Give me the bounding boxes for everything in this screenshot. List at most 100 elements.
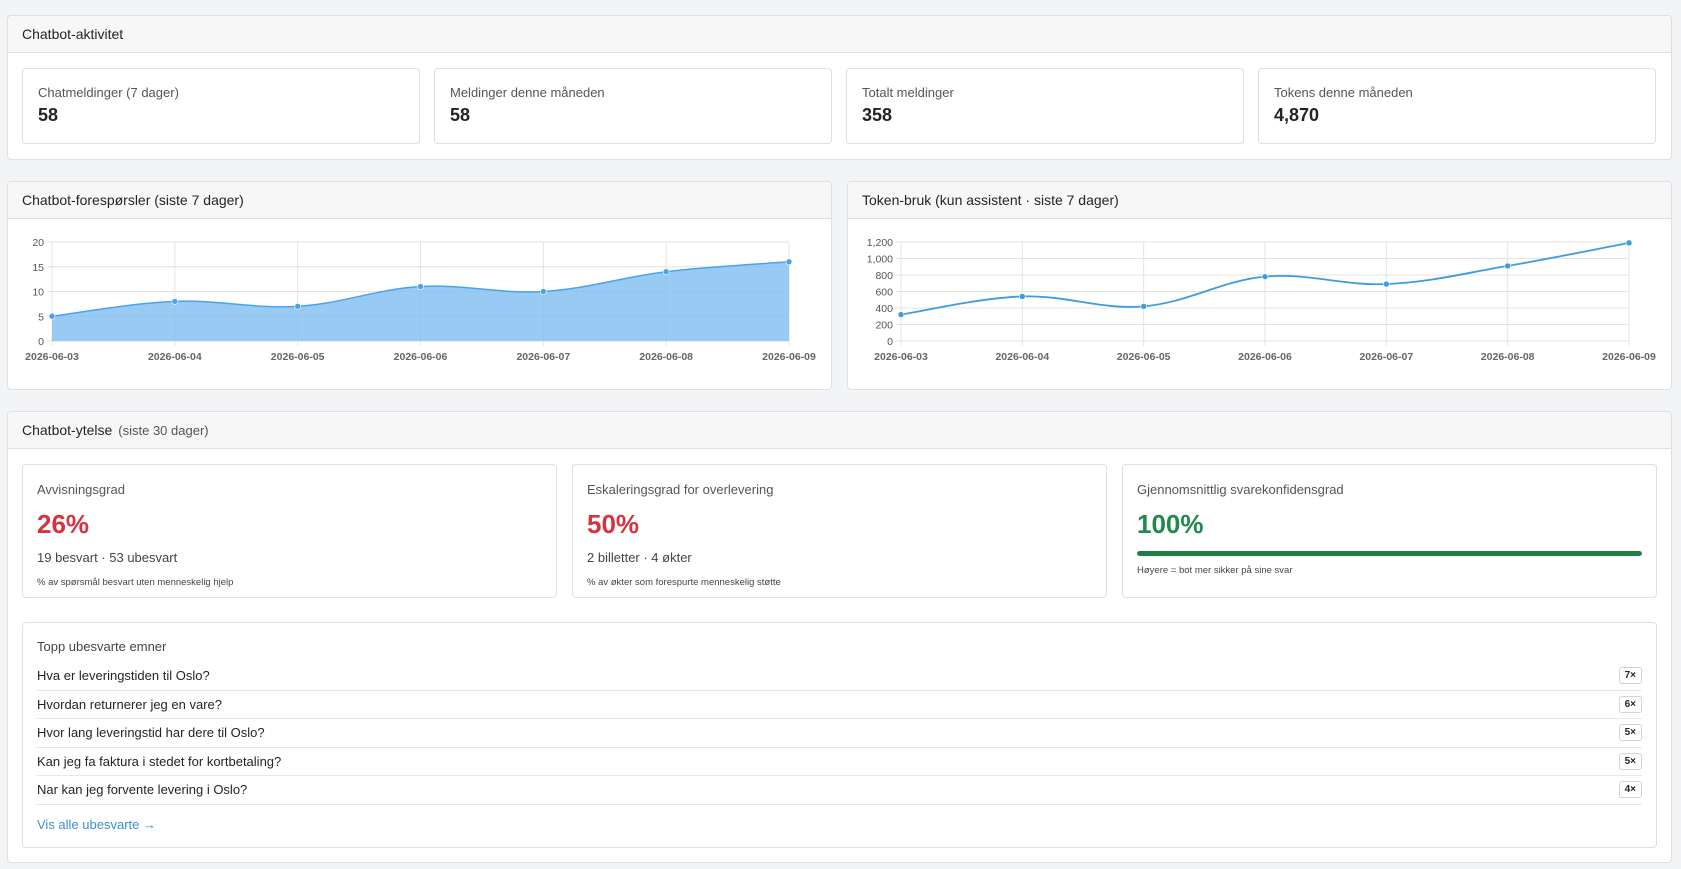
topics-list: Hva er leveringstiden til Oslo? 7× Hvordan… (37, 662, 1642, 805)
topic-row: Hva er leveringstiden til Oslo? 7× (37, 662, 1642, 691)
data-point (1625, 239, 1633, 247)
data-point (897, 311, 905, 318)
x-tick-label: 2026-06-06 (394, 351, 448, 363)
perf-label: Avvisningsgrad (37, 482, 125, 497)
tokens-chart-title: Token-bruk (kun assistent · siste 7 dage… (862, 192, 1119, 208)
x-tick-label: 2026-06-04 (148, 351, 202, 363)
escalation-rate-card: Eskaleringsgrad for overlevering 50% 2 b… (572, 464, 1107, 598)
data-point (540, 288, 547, 295)
confidence-progress-fill (1137, 551, 1642, 556)
requests-chart-header: Chatbot-forespørsler (siste 7 dager) (8, 182, 831, 219)
data-point (1383, 280, 1390, 288)
y-tick-label: 1,000 (867, 254, 893, 266)
topic-text: Hvordan returnerer jeg en vare? (37, 696, 222, 712)
tokens-chart-header: Token-bruk (kun assistent · siste 7 dage… (848, 182, 1671, 219)
data-point (1140, 303, 1147, 310)
topic-row: Hvor lang leveringstid har dere til Oslo… (37, 719, 1642, 748)
x-tick-label: 2026-06-08 (639, 351, 693, 363)
data-point (417, 283, 424, 290)
data-point (662, 268, 670, 276)
data-point (48, 312, 56, 320)
topic-row: Kan jeg fa faktura i stedet for kortbeta… (37, 748, 1642, 776)
activity-title: Chatbot-aktivitet (22, 26, 124, 42)
perf-note: % av spørsmål besvart uten menneskelig h… (37, 577, 234, 588)
performance-title: Chatbot-ytelse (22, 422, 113, 438)
stat-value: 58 (38, 105, 59, 125)
stat-card-messages-month: Meldinger denne måneden 58 (434, 68, 832, 144)
x-tick-label: 2026-06-08 (1481, 351, 1535, 363)
y-tick-label: 600 (875, 287, 893, 299)
stat-label: Tokens denne måneden (1274, 85, 1413, 100)
perf-label: Eskaleringsgrad for overlevering (587, 482, 774, 497)
confidence-card: Gjennomsnittlig svarekonfidensgrad 100% … (1122, 464, 1657, 598)
x-tick-label: 2026-06-04 (995, 351, 1049, 363)
y-tick-label: 20 (32, 237, 44, 249)
activity-card: Chatbot-aktivitet Chatmeldinger (7 dager… (7, 15, 1672, 160)
data-point (171, 298, 179, 305)
requests-chart-card: Chatbot-forespørsler (siste 7 dager) 0 5 1… (7, 181, 832, 390)
view-all-unanswered-link[interactable]: Vis alle ubesvarte → (37, 816, 156, 832)
data-point (1504, 262, 1511, 270)
y-tick-label: 0 (887, 336, 893, 348)
perf-sub: 19 besvart · 53 ubesvart (37, 550, 178, 565)
stat-card-messages-total: Totalt meldinger 358 (846, 68, 1244, 144)
tokens-chart: 0 200 400 600 800 1,000 1,200 2026-06-03 2026-06… (867, 237, 1656, 363)
x-tick-label: 2026-06-09 (1602, 351, 1656, 363)
x-tick-label: 2026-06-07 (516, 351, 570, 363)
rejection-rate-card: Avvisningsgrad 26% 19 besvart · 53 ubesv… (22, 464, 557, 598)
perf-value: 50% (587, 509, 640, 539)
perf-sub: 2 billetter · 4 økter (587, 550, 692, 565)
data-point (1261, 273, 1269, 280)
performance-period: (siste 30 dager) (118, 422, 209, 438)
x-tick-label: 2026-06-03 (874, 351, 928, 363)
stat-card-tokens-month: Tokens denne måneden 4,870 (1258, 68, 1656, 144)
topic-count-badge: 7× (1618, 667, 1642, 685)
topic-count-badge: 5× (1618, 752, 1642, 770)
y-tick-label: 0 (38, 336, 44, 348)
x-tick-label: 2026-06-07 (1359, 351, 1413, 363)
stat-label: Chatmeldinger (7 dager) (38, 85, 179, 100)
stat-label: Totalt meldinger (862, 85, 954, 100)
topic-text: Nar kan jeg forvente levering i Oslo? (37, 782, 248, 798)
activity-header: Chatbot-aktivitet (8, 16, 1671, 53)
x-tick-label: 2026-06-09 (762, 351, 816, 363)
data-point (1019, 293, 1026, 300)
topic-text: Hva er leveringstiden til Oslo? (37, 668, 210, 684)
perf-value: 100% (1137, 509, 1204, 539)
topic-row: Hvordan returnerer jeg en vare? 6× (37, 691, 1642, 719)
perf-label: Gjennomsnittlig svarekonfidensgrad (1137, 482, 1344, 497)
confidence-progress-bar (1137, 551, 1642, 556)
x-tick-label: 2026-06-05 (271, 351, 325, 363)
tokens-chart-card: Token-bruk (kun assistent · siste 7 dage… (847, 181, 1672, 390)
unanswered-topics-card: Topp ubesvarte emner Hva er leveringstid… (22, 622, 1657, 848)
stat-card-messages-7d: Chatmeldinger (7 dager) 58 (22, 68, 420, 144)
topics-title: Topp ubesvarte emner (37, 639, 167, 654)
y-tick-label: 1,200 (867, 237, 893, 249)
y-tick-label: 15 (32, 262, 44, 274)
perf-note: % av økter som forespurte menneskelig st… (587, 577, 781, 588)
topic-count-badge: 5× (1618, 724, 1642, 742)
topic-row: Nar kan jeg forvente levering i Oslo? 4× (37, 776, 1642, 805)
series-area (52, 261, 789, 341)
x-tick-label: 2026-06-05 (1117, 351, 1171, 363)
perf-note: Høyere = bot mer sikker på sine svar (1137, 565, 1293, 576)
performance-header: Chatbot-ytelse (siste 30 dager) (8, 412, 1671, 449)
y-tick-label: 200 (875, 320, 893, 332)
topic-text: Kan jeg fa faktura i stedet for kortbeta… (37, 753, 282, 769)
stat-value: 358 (862, 105, 893, 125)
data-point (294, 303, 301, 310)
topic-count-badge: 4× (1618, 781, 1642, 799)
x-tick-label: 2026-06-03 (25, 351, 79, 363)
topic-text: Hvor lang leveringstid har dere til Oslo… (37, 725, 265, 741)
x-tick-label: 2026-06-06 (1238, 351, 1292, 363)
requests-chart-title: Chatbot-forespørsler (siste 7 dager) (22, 192, 244, 208)
performance-card: Chatbot-ytelse (siste 30 dager) Avvisnin… (7, 411, 1672, 863)
y-tick-label: 10 (32, 287, 44, 299)
topic-count-badge: 6× (1618, 695, 1642, 713)
requests-chart: 0 5 10 15 20 2026-06-03 2026-06-04 2026-06-05 20… (25, 237, 816, 363)
y-tick-label: 800 (875, 270, 893, 282)
stat-value: 58 (450, 105, 471, 125)
stat-value: 4,870 (1274, 105, 1320, 125)
y-tick-label: 400 (875, 303, 893, 315)
data-point (785, 258, 793, 266)
